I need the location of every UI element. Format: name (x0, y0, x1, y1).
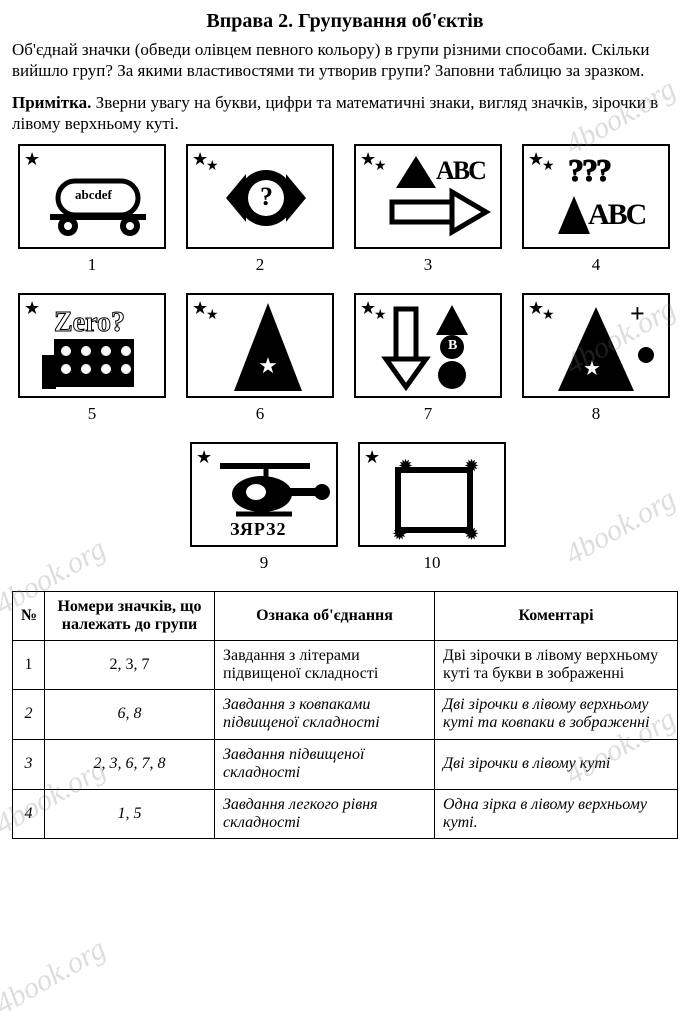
cell-ids: 2, 3, 7 (45, 641, 215, 690)
card-frame: ★★ABC (354, 144, 502, 249)
icon-card: ★★ABC 3 (354, 144, 502, 275)
card-number: 7 (424, 404, 433, 424)
icon-card: ★ abcdef 1 (18, 144, 166, 275)
card-frame: ★★???ABC (522, 144, 670, 249)
icon-card: ★ ✹ ✹ ✹ ✹ 10 (358, 442, 506, 573)
svg-text:✹: ✹ (392, 524, 407, 544)
svg-text:★: ★ (258, 353, 278, 378)
card-number: 9 (260, 553, 269, 573)
table-row: 4 1, 5 Завдання легкого рівня складності… (13, 789, 678, 839)
icon-row: ★ abcdef 1★★ ? 2★★ABC 3★★???ABC 4 (12, 144, 678, 275)
card-label: abcdef (75, 188, 112, 201)
note: Примітка. Зверни увагу на букви, цифри т… (12, 92, 678, 135)
cell-attr: Завдання підвищеної складності (215, 739, 435, 789)
card-label: ABC (588, 200, 645, 230)
svg-text:✹: ✹ (464, 524, 479, 544)
icon-card: ★★ ? 2 (186, 144, 334, 275)
card-number: 10 (424, 553, 441, 573)
card-frame: ★ ЗЯРЗ2 (190, 442, 338, 547)
icon-card: ★Zero? 5 (18, 293, 166, 424)
cell-attr: Завдання з літерами підвищеної складност… (215, 641, 435, 690)
answers-table: № Номери значків, що належать до групи О… (12, 591, 678, 839)
cell-attr: Завдання з ковпаками підвищеної складнос… (215, 690, 435, 740)
card-frame: ★★ ★ (186, 293, 334, 398)
card-number: 5 (88, 404, 97, 424)
cell-comment: Дві зірочки в лівому верхньому куті та б… (435, 641, 678, 690)
card-label: B (448, 339, 457, 353)
cell-attr: Завдання легкого рівня складності (215, 789, 435, 839)
card-frame: ★ abcdef (18, 144, 166, 249)
svg-text:✹: ✹ (398, 456, 413, 476)
icon-card: ★ ЗЯРЗ2 9 (190, 442, 338, 573)
cell-comment: Дві зірочки в лівому куті (435, 739, 678, 789)
th-num: № (13, 592, 45, 641)
cell-ids: 2, 3, 6, 7, 8 (45, 739, 215, 789)
cell-ids: 1, 5 (45, 789, 215, 839)
cell-ids: 6, 8 (45, 690, 215, 740)
svg-text:✹: ✹ (464, 456, 479, 476)
note-label: Примітка. (12, 93, 91, 112)
card-label: ? (260, 184, 273, 210)
th-comment: Коментарі (435, 592, 678, 641)
cell-num: 1 (13, 641, 45, 690)
page-title: Вправа 2. Групування об'єктів (12, 10, 678, 33)
card-number: 3 (424, 255, 433, 275)
card-number: 1 (88, 255, 97, 275)
th-ids: Номери значків, що належать до групи (45, 592, 215, 641)
card-number: 4 (592, 255, 601, 275)
card-frame: ★★ ? (186, 144, 334, 249)
icon-row: ★ ЗЯРЗ2 9★ ✹ ✹ ✹ ✹ 10 (12, 442, 678, 573)
card-frame: ★★+ ★ (522, 293, 670, 398)
table-row: 1 2, 3, 7 Завдання з літерами підвищеної… (13, 641, 678, 690)
cell-num: 4 (13, 789, 45, 839)
table-row: 2 6, 8 Завдання з ковпаками підвищеної с… (13, 690, 678, 740)
icon-card: ★★ ★ 6 (186, 293, 334, 424)
table-header-row: № Номери значків, що належать до групи О… (13, 592, 678, 641)
cell-num: 2 (13, 690, 45, 740)
th-attr: Ознака об'єднання (215, 592, 435, 641)
card-number: 2 (256, 255, 265, 275)
card-number: 8 (592, 404, 601, 424)
card-frame: ★ ✹ ✹ ✹ ✹ (358, 442, 506, 547)
icon-row: ★Zero? 5★★ ★ 6★★ B 7★★+ ★ 8 (12, 293, 678, 424)
note-body: Зверни увагу на букви, цифри та математи… (12, 93, 658, 133)
icon-card: ★★???ABC 4 (522, 144, 670, 275)
watermark: 4book.org (0, 932, 112, 1022)
card-frame: ★Zero? (18, 293, 166, 398)
svg-text:★: ★ (583, 358, 601, 380)
icon-grid: ★ abcdef 1★★ ? 2★★ABC 3★★???ABC 4★Zero? … (12, 144, 678, 573)
cell-num: 3 (13, 739, 45, 789)
icon-card: ★★ B 7 (354, 293, 502, 424)
task-text: Об'єднай значки (обведи олівцем певного … (12, 39, 678, 82)
card-frame: ★★ B (354, 293, 502, 398)
cell-comment: Дві зірочки в лівому верхньому куті та к… (435, 690, 678, 740)
icon-card: ★★+ ★ 8 (522, 293, 670, 424)
table-row: 3 2, 3, 6, 7, 8 Завдання підвищеної скла… (13, 739, 678, 789)
card-label: ЗЯРЗ2 (230, 520, 287, 538)
cell-comment: Одна зірка в лівому верхньому куті. (435, 789, 678, 839)
card-number: 6 (256, 404, 265, 424)
